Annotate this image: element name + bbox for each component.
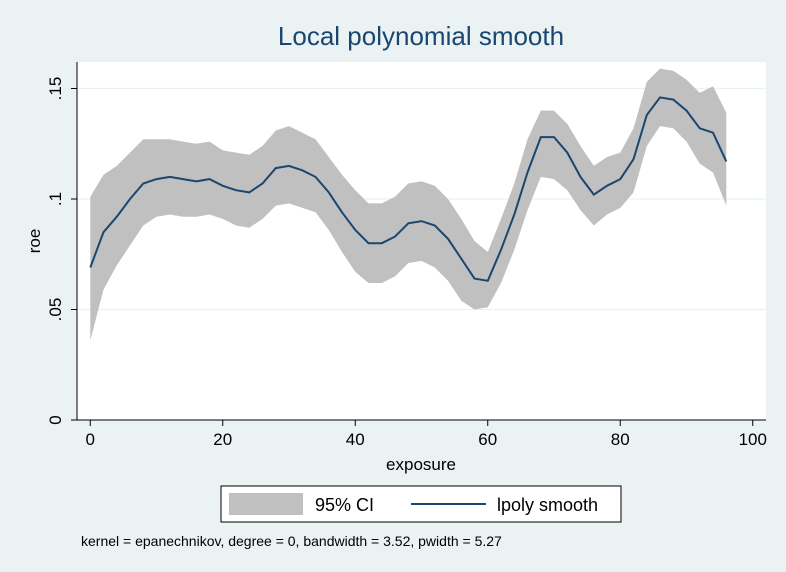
x-axis-title: exposure <box>386 455 456 474</box>
y-tick-label: 0 <box>46 415 65 424</box>
ci-band <box>90 68 727 341</box>
x-tick-label: 0 <box>86 430 95 449</box>
x-tick-label: 20 <box>213 430 232 449</box>
x-ticks: 0 20 40 60 80 100 <box>86 420 767 449</box>
y-tick-label: .15 <box>46 77 65 101</box>
legend-swatch-ci <box>229 493 303 515</box>
legend: 95% CI lpoly smooth <box>220 485 622 523</box>
legend-label-ci: 95% CI <box>315 495 374 515</box>
legend-label-lpoly: lpoly smooth <box>497 495 598 515</box>
y-axis-title: roe <box>25 229 44 254</box>
x-tick-label: 40 <box>346 430 365 449</box>
chart-note: kernel = epanechnikov, degree = 0, bandw… <box>81 533 502 549</box>
x-tick-label: 100 <box>739 430 767 449</box>
x-tick-label: 60 <box>478 430 497 449</box>
y-tick-label: .1 <box>46 192 65 206</box>
x-tick-label: 80 <box>611 430 630 449</box>
lpoly-smooth-line <box>89 96 728 282</box>
chart-title: Local polynomial smooth <box>278 21 564 51</box>
y-ticks: 0 .05 .1 .15 <box>46 77 77 425</box>
y-tick-label: .05 <box>46 298 65 322</box>
